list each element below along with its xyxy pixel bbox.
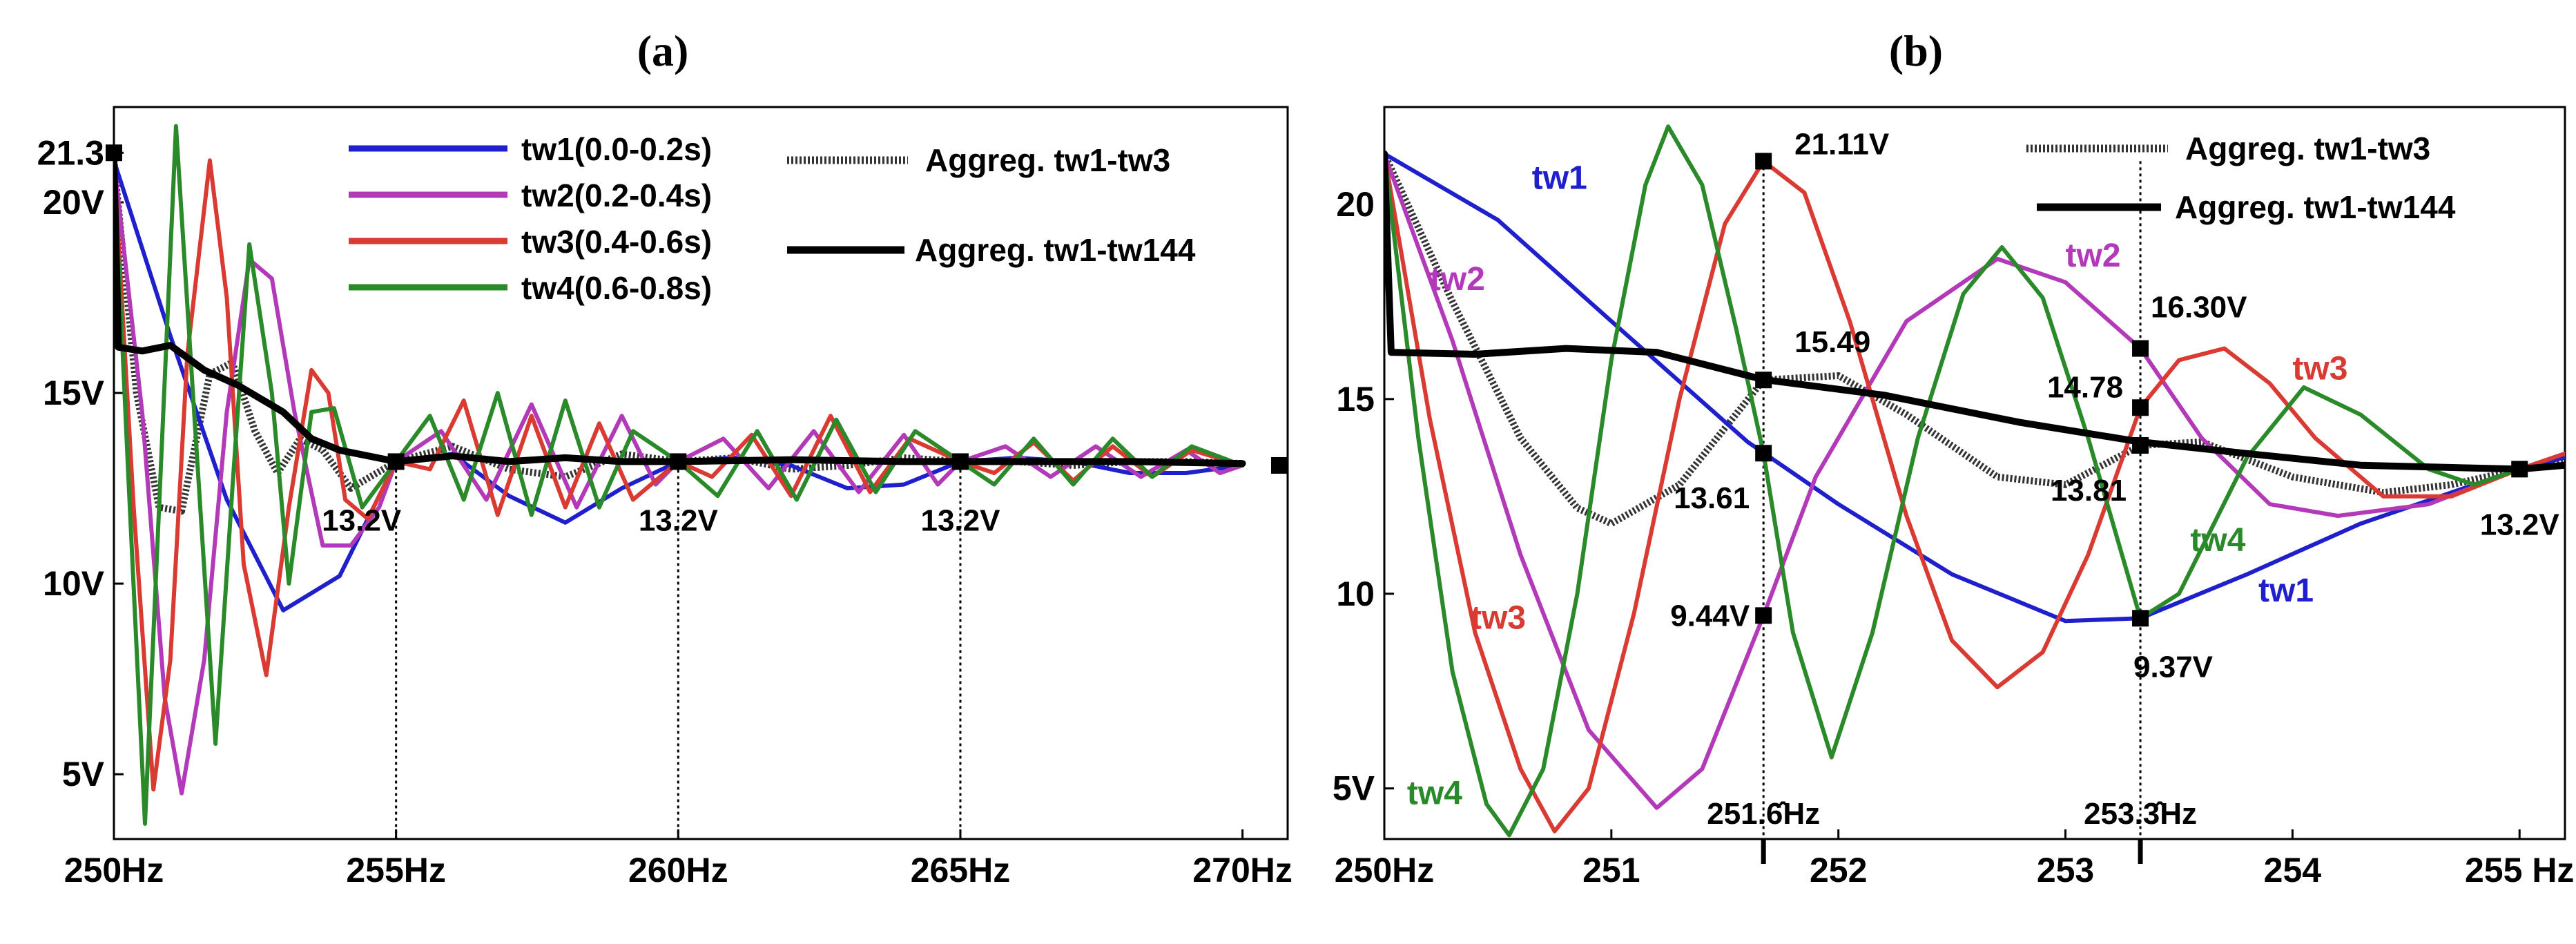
panel-b-marker-label: 251.6̂Hz — [1707, 797, 1820, 831]
panel-b-marker-point — [1755, 607, 1772, 624]
panel-b-curve-label-tw4: tw4 — [1407, 775, 1462, 811]
panel-b-annotation-label: 13.2V — [2480, 508, 2560, 541]
legend-label-tw4: tw4(0.6-0.8s) — [521, 270, 712, 306]
panel-b-marker-point — [1755, 445, 1772, 462]
panel-b-marker-point — [2511, 461, 2528, 478]
panel-b-y-tick-label: 20 — [1336, 185, 1375, 224]
panel-b-curve-label-tw2: tw2 — [2066, 238, 2121, 274]
panel-b-x-tick-label: 250Hz — [1335, 851, 1435, 889]
legend-label-tw1: tw1(0.0-0.2s) — [521, 131, 712, 167]
panel-b-curve-label-tw4: tw4 — [2190, 522, 2245, 559]
panel-a-start-marker — [106, 144, 122, 162]
panel-b-guide-lines: 251.6̂Hz 253.3̂Hz — [1707, 161, 2197, 864]
panel-b-x-tick-label: 252 — [1810, 851, 1867, 889]
panel-b-marker-point — [2132, 610, 2149, 627]
panel-a-axes: 250Hz 255Hz 260Hz 265Hz 270Hz 5V 10V 15V 20V 21.3 — [37, 133, 1292, 889]
panel-b-y-tick-label: 10 — [1336, 575, 1375, 613]
panel-b-annotation-label: 15.49 — [1794, 325, 1870, 359]
panel-b-x-tick-label: 253 — [2037, 851, 2094, 889]
panel-a-series-tw4 — [114, 124, 1245, 826]
panel-a-x-tick-label: 270Hz — [1192, 851, 1292, 889]
panel-a-y-tick-label: 15V — [43, 374, 105, 412]
panel-b-annotation-label: 9.44V — [1670, 599, 1750, 633]
panel-a-x-tick-label: 265Hz — [911, 851, 1011, 889]
legend-label-b-aggreg-tw1-tw3: Aggreg. tw1-tw3 — [2185, 131, 2430, 166]
panel-b-marker-point — [2132, 436, 2149, 454]
panel-a-series-tw3 — [114, 158, 1245, 792]
panel-b-plot-frame — [1383, 106, 2566, 840]
panel-a-marker-point — [670, 453, 687, 470]
panel-b-series-tw4 — [1384, 124, 2522, 838]
panel-b-curve-label-tw2: tw2 — [1430, 261, 1485, 298]
panel-b-curve-label-tw1: tw1 — [2258, 572, 2314, 609]
panel-b-y-tick-label: 5V — [1333, 769, 1375, 808]
panel-b-x-tick-label: 251 — [1582, 851, 1640, 889]
legend-label-b-aggreg-tw1-tw144: Aggreg. tw1-tw144 — [2175, 189, 2456, 225]
panel-b: (b) 250Hz 251 252 253 254 255 Hz 5V 10 15 20 251.… — [1333, 26, 2575, 889]
panel-a-x-tick-label: 255Hz — [346, 851, 446, 889]
panel-b-annotation-label: 13.81 — [2051, 474, 2127, 508]
panel-b-series-tw1 — [1384, 151, 2565, 624]
panel-a-legend: tw1(0.0-0.2s) tw2(0.2-0.4s) tw3(0.4-0.6s… — [349, 131, 1196, 306]
panel-a-y-tick-label: 20V — [43, 183, 105, 222]
panel-a-series-aggreg-tw1-tw144 — [114, 157, 1246, 468]
panel-b-y-tick-label: 15 — [1336, 380, 1375, 418]
panel-b-title: (b) — [1889, 26, 1943, 75]
panel-b-curve-labels: tw1 tw2 tw3 tw4 tw2 tw3 tw4 tw1 — [1407, 160, 2348, 811]
panel-b-annotation-label: 13.61 — [1674, 481, 1750, 515]
panel-a-y-tick-label: 5V — [62, 755, 105, 793]
panel-a-title: (a) — [637, 26, 689, 75]
panel-a-annotation-label: 13.2V — [322, 503, 402, 537]
panel-a-x-tick-label: 260Hz — [628, 851, 728, 889]
panel-b-annotation-label: 16.30V — [2151, 291, 2247, 325]
panel-a-y-tick-label: 21.3 — [37, 133, 104, 172]
panel-a-x-tick-label: 250Hz — [64, 851, 164, 889]
panel-a-marker-point — [951, 453, 969, 470]
panel-a-annotation-label: 13.2V — [920, 503, 1000, 537]
panel-b-curve-label-tw3: tw3 — [1471, 600, 1526, 637]
panel-b-annotations: 21.11V 15.49 13.61 9.44V 16.30V 14.78 13.81 9.3… — [1670, 127, 2559, 684]
panel-b-legend: Aggreg. tw1-tw3 Aggreg. tw1-tw144 — [2026, 131, 2456, 225]
panel-a-marker-point — [387, 453, 405, 470]
legend-label-tw2: tw2(0.2-0.4s) — [521, 177, 712, 213]
panel-a-end-marker — [1271, 456, 1288, 474]
panel-b-series-group — [1384, 124, 2565, 838]
legend-label-aggreg-tw1-tw3: Aggreg. tw1-tw3 — [925, 142, 1170, 178]
panel-b-curve-label-tw3: tw3 — [2292, 351, 2347, 387]
panel-a-annotation-label: 13.2V — [639, 503, 719, 537]
panel-b-marker-point — [2132, 399, 2149, 416]
panel-b-curve-label-tw1: tw1 — [1532, 160, 1587, 196]
panel-b-x-tick-label: 255 Hz — [2465, 851, 2574, 889]
panel-b-series-aggreg-tw1-tw3 — [1384, 152, 2565, 528]
panel-b-x-tick-label: 254 — [2264, 851, 2322, 889]
panel-b-marker-point — [2132, 340, 2149, 357]
panel-b-annotation-label: 14.78 — [2047, 370, 2123, 404]
panel-a-y-tick-label: 10V — [43, 564, 105, 603]
panel-a-annotations: 13.2V 13.2V 13.2V — [106, 144, 1288, 537]
legend-label-tw3: tw3(0.4-0.6s) — [521, 224, 712, 260]
panel-b-marker-label: 253.3̂Hz — [2084, 797, 2197, 831]
panel-b-annotation-label: 21.11V — [1794, 127, 1890, 161]
panel-a: (a) 250Hz 255Hz 260Hz 265Hz 270Hz 5V 10V 15V 20V… — [37, 26, 1292, 889]
panel-b-marker-point — [1755, 372, 1772, 389]
panel-b-annotation-label: 9.37V — [2133, 650, 2214, 684]
panel-b-series-tw2 — [1384, 151, 2565, 810]
panel-b-series-aggreg-tw1-tw144 — [1384, 150, 2565, 473]
legend-label-aggreg-tw1-tw144: Aggreg. tw1-tw144 — [915, 232, 1196, 268]
panel-b-series-tw3 — [1384, 151, 2565, 834]
panel-b-marker-point — [1755, 153, 1772, 170]
